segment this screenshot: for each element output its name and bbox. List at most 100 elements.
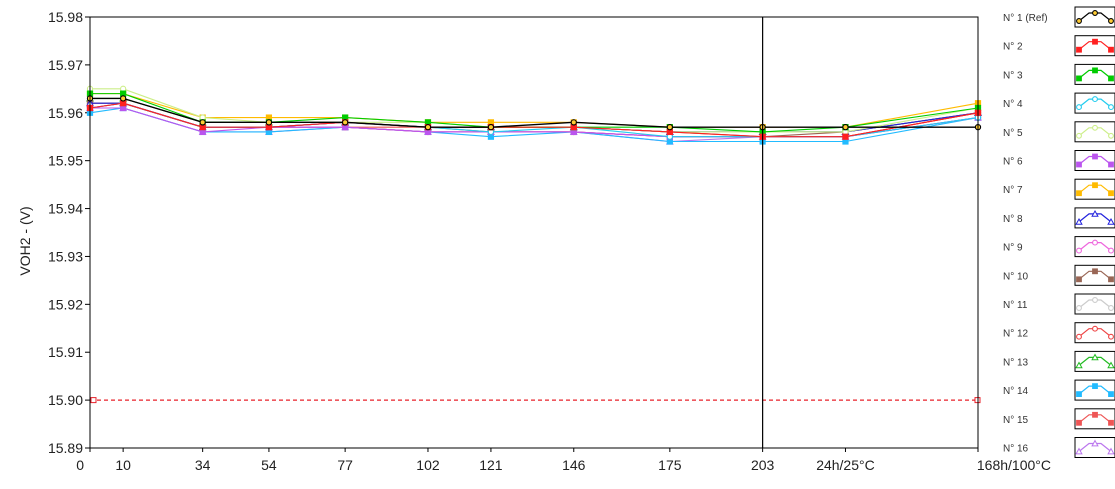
legend-swatch-marker bbox=[1107, 361, 1115, 369]
data-point bbox=[199, 119, 206, 126]
legend-label: N° 6 bbox=[1003, 157, 1023, 168]
legend-swatch-marker bbox=[1075, 447, 1083, 455]
legend-swatch-marker bbox=[1091, 209, 1099, 217]
legend-swatch-marker bbox=[1076, 247, 1082, 254]
data-point bbox=[842, 133, 849, 140]
legend-swatch[interactable] bbox=[1074, 322, 1115, 344]
legend-swatch-marker bbox=[1091, 439, 1099, 447]
legend: N° 1 (Ref) N° 2 N° 3 N° 4 N° 5 N° 6 N° 7 N° 8 N°… bbox=[1003, 6, 1115, 458]
legend-swatch-marker bbox=[1107, 447, 1115, 455]
legend-swatch-marker bbox=[1076, 132, 1082, 139]
legend-swatch-marker bbox=[1107, 217, 1115, 225]
legend-swatch[interactable] bbox=[1074, 264, 1115, 286]
y-axis-ticks: 15.98 15.97 15.96 15.95 15.94 15.93 15.92 15.91… bbox=[48, 9, 90, 456]
legend-swatch-marker bbox=[1075, 217, 1083, 225]
x-tick-label: 121 bbox=[479, 457, 503, 473]
y-tick-label: 15.93 bbox=[48, 248, 83, 264]
legend-swatch-marker bbox=[1108, 190, 1114, 197]
legend-swatch[interactable] bbox=[1074, 207, 1115, 229]
legend-swatch-marker bbox=[1091, 353, 1099, 361]
legend-swatch-marker bbox=[1108, 18, 1114, 24]
x-tick-label: 146 bbox=[562, 457, 586, 473]
data-point bbox=[487, 123, 495, 131]
data-point bbox=[842, 123, 849, 131]
legend-swatch-marker bbox=[1076, 104, 1082, 111]
legend-swatch-marker bbox=[1108, 75, 1114, 82]
legend-swatch[interactable] bbox=[1074, 63, 1115, 85]
x-tick-label: 10 bbox=[115, 457, 131, 473]
legend-swatch[interactable] bbox=[1074, 178, 1115, 200]
legend-swatch-marker bbox=[1092, 239, 1098, 246]
legend-swatch[interactable] bbox=[1074, 236, 1115, 258]
legend-swatch[interactable] bbox=[1074, 408, 1115, 430]
legend-label: N° 11 bbox=[1003, 300, 1028, 311]
x-tick-label: 102 bbox=[416, 457, 440, 473]
y-tick-label: 15.92 bbox=[48, 296, 83, 312]
legend-swatch-marker bbox=[1092, 297, 1098, 303]
y-tick-label: 15.90 bbox=[48, 392, 83, 408]
x-tick-label: 168h/100°C bbox=[977, 457, 1051, 473]
series-6 bbox=[86, 90, 982, 131]
x-axis-ticks: 0 10 34 54 77 102 121 146 175 203 24h/25°C 168h/100… bbox=[76, 448, 1051, 473]
legend-swatch-marker bbox=[1076, 46, 1082, 53]
legend-label: N° 8 bbox=[1003, 214, 1023, 225]
legend-swatch-marker bbox=[1092, 182, 1098, 189]
x-tick-label: 175 bbox=[658, 457, 682, 473]
legend-swatch-marker bbox=[1092, 268, 1098, 275]
legend-swatch-marker bbox=[1092, 411, 1098, 418]
legend-label: N° 7 bbox=[1003, 185, 1023, 196]
legend-swatch-marker bbox=[1108, 132, 1114, 139]
legend-swatch-marker bbox=[1076, 419, 1082, 426]
legend-swatch-marker bbox=[1108, 333, 1114, 340]
series-0 bbox=[86, 95, 982, 131]
legend-swatch-marker bbox=[1108, 419, 1114, 426]
legend-label: N° 4 bbox=[1003, 99, 1023, 110]
series-line bbox=[90, 97, 978, 128]
data-point bbox=[424, 123, 432, 131]
legend-swatch[interactable] bbox=[1074, 150, 1115, 171]
legend-swatch-marker bbox=[1092, 325, 1098, 332]
legend-swatch[interactable] bbox=[1074, 6, 1115, 28]
legend-swatch-marker bbox=[1076, 276, 1082, 283]
data-point bbox=[666, 123, 674, 131]
legend-swatch-marker bbox=[1075, 361, 1083, 369]
legend-swatch-marker bbox=[1108, 161, 1114, 168]
x-tick-label: 0 bbox=[76, 457, 84, 473]
x-tick-label: 77 bbox=[337, 457, 353, 473]
legend-swatch-marker bbox=[1092, 67, 1098, 74]
legend-label: N° 12 bbox=[1003, 329, 1029, 340]
data-point bbox=[570, 119, 577, 126]
legend-swatch-marker bbox=[1108, 305, 1114, 311]
legend-label: N° 15 bbox=[1003, 415, 1029, 426]
legend-label: N° 3 bbox=[1003, 70, 1023, 81]
x-tick-label: 34 bbox=[195, 457, 211, 473]
legend-swatch[interactable] bbox=[1074, 379, 1115, 401]
y-tick-label: 15.96 bbox=[48, 105, 83, 121]
y-tick-label: 15.95 bbox=[48, 153, 83, 169]
legend-label: N° 9 bbox=[1003, 243, 1023, 254]
legend-swatch-marker bbox=[1076, 161, 1082, 168]
legend-swatch[interactable] bbox=[1074, 35, 1115, 57]
legend-swatch-marker bbox=[1076, 190, 1082, 197]
legend-swatch-marker bbox=[1076, 305, 1082, 311]
legend-swatch[interactable] bbox=[1074, 293, 1115, 315]
legend-label: N° 1 (Ref) bbox=[1003, 13, 1048, 24]
series-line bbox=[90, 93, 979, 133]
legend-swatch-marker bbox=[1092, 38, 1098, 45]
legend-swatch-marker bbox=[1108, 104, 1114, 111]
legend-swatch-marker bbox=[1076, 18, 1082, 24]
legend-label: N° 5 bbox=[1003, 128, 1023, 139]
legend-label: N° 16 bbox=[1003, 444, 1029, 455]
legend-swatch-marker bbox=[1092, 124, 1098, 131]
limit-line-marker bbox=[90, 397, 97, 404]
data-point bbox=[265, 119, 273, 126]
x-tick-label: 203 bbox=[751, 457, 775, 473]
legend-swatch[interactable] bbox=[1074, 121, 1115, 143]
legend-label: N° 14 bbox=[1003, 386, 1029, 397]
legend-swatch[interactable] bbox=[1074, 437, 1115, 458]
legend-label: N° 2 bbox=[1003, 42, 1023, 53]
legend-swatch[interactable] bbox=[1074, 92, 1115, 114]
legend-swatch[interactable] bbox=[1074, 350, 1115, 372]
legend-swatch-marker bbox=[1076, 333, 1082, 340]
